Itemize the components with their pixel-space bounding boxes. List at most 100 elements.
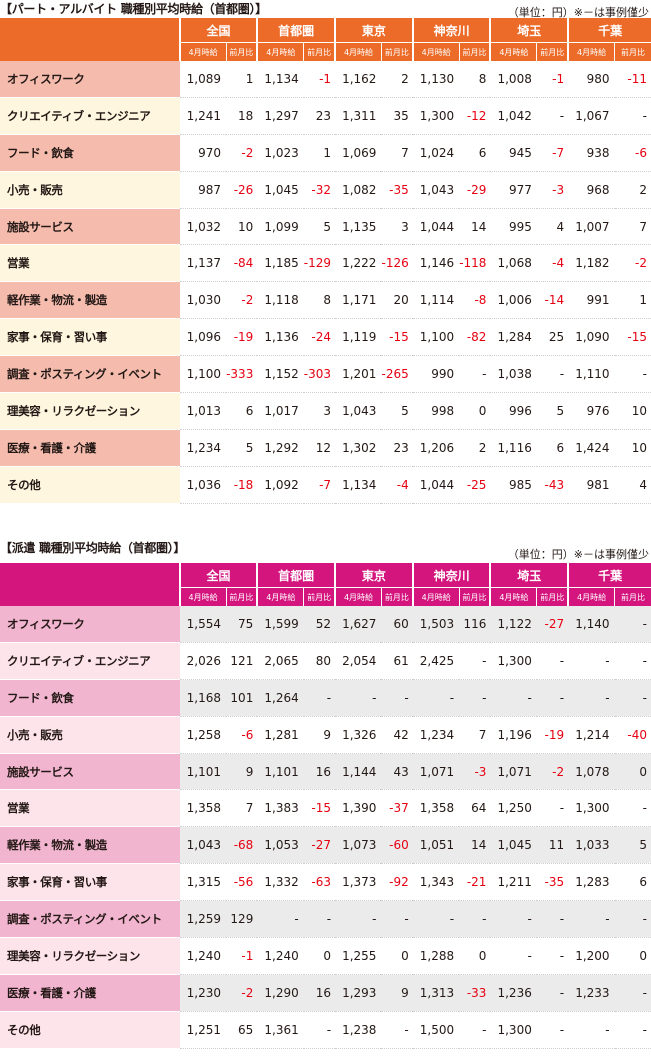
month-diff-cell: 129 [226,900,258,939]
job-category-label: オフィスワーク [0,606,180,643]
hourly-wage-cell: 1,250 [490,789,537,828]
col-header-hourly: 4月時給 [256,42,304,61]
hourly-wage-cell: 1,251 [179,1011,227,1049]
month-diff-cell: 25 [536,318,569,357]
month-diff-cell: 6 [614,863,651,902]
month-diff-cell: 35 [381,97,413,135]
table-row: フード・飲食 1,168 101 1,264- - - - - - - - - [0,679,651,717]
hourly-wage-cell: 1,281 [257,716,304,754]
month-diff-cell: - [614,974,651,1012]
month-diff-cell: 9 [226,753,258,791]
month-diff-cell: 5 [226,429,258,467]
month-diff-cell: -3 [459,753,491,791]
col-header-diff: 前月比 [458,42,491,61]
hourly-wage-cell: 1,627 [335,606,382,643]
hourly-wage-cell: - [568,642,615,680]
table-row: 理美容・リラクゼーション 1,240 -1 1,240 0 1,255 0 1,288 0- -1… [0,937,651,975]
month-diff-cell: - [381,679,413,717]
job-category-label: 医療・看護・介護 [0,974,180,1012]
job-category-label: フード・飲食 [0,679,180,717]
hourly-wage-cell: - [412,900,460,939]
month-diff-cell: -15 [381,318,413,357]
month-diff-cell: 6 [459,134,491,172]
month-diff-cell: - [536,679,569,717]
month-diff-cell: -27 [303,826,336,865]
hourly-wage-cell: 1,200 [568,937,615,975]
table-row: 小売・販売 987 -26 1,045 -32 1,082 -35 1,043 -29 977 -3… [0,171,651,209]
hourly-wage-cell: 1,069 [335,134,382,172]
table-row: 理美容・リラクゼーション 1,013 6 1,017 3 1,043 5 998 0 996 5 97… [0,392,651,430]
job-category-label: クリエイティブ・エンジニア [0,642,180,680]
month-diff-cell: -56 [226,863,258,902]
job-category-label: その他 [0,1011,180,1049]
hourly-wage-cell: 980 [568,61,615,98]
hourly-wage-cell: 1,599 [257,606,304,643]
month-diff-cell: -6 [614,134,651,172]
hourly-wage-cell: 995 [490,208,537,246]
hourly-wage-cell: 1,122 [490,606,537,643]
col-header-hourly: 4月時給 [178,587,227,606]
table-row: 医療・看護・介護 1,230 -2 1,290 16 1,293 9 1,313 -33 1,23… [0,974,651,1012]
hourly-wage-cell: 1,134 [335,466,382,504]
haken-title-row: 【派遣 職種別平均時給（首都圏）】 （単位：円）※－は事例僅少 [0,539,651,563]
month-diff-cell: -35 [536,863,569,902]
job-category-label: 調査・ポスティング・イベント [0,900,180,939]
hourly-wage-cell: 1,168 [179,679,227,717]
hourly-wage-cell: 1,311 [335,97,382,135]
month-diff-cell: -118 [459,244,491,283]
hourly-wage-cell: 1,326 [335,716,382,754]
month-diff-cell: -33 [459,974,491,1012]
month-diff-cell: 7 [226,789,258,828]
hourly-wage-cell: 970 [179,134,227,172]
month-diff-cell: -29 [459,171,491,209]
job-category-label: 施設サービス [0,753,180,791]
hourly-wage-cell: - [412,679,460,717]
month-diff-cell: -19 [536,716,569,754]
month-diff-cell: - [614,355,651,394]
month-diff-cell: 64 [459,789,491,828]
month-diff-cell: - [303,679,336,717]
month-diff-cell: -37 [381,789,413,828]
table-row: 医療・看護・介護 1,234 5 1,292 12 1,302 23 1,206 2 1,116 6… [0,429,651,467]
part-title-row: 【パート・アルバイト 職種別平均時給（首都圏）】 （単位：円）※－は事例僅少 [0,0,651,19]
hourly-wage-cell: 1,044 [412,466,460,504]
month-diff-cell: 5 [381,392,413,430]
hourly-wage-cell: 1,383 [257,789,304,828]
hourly-wage-cell: 1,162 [335,61,382,98]
table-row: 軽作業・物流・製造 1,030 -2 1,118 8 1,171 20 1,114 -8 1,00… [0,281,651,320]
month-diff-cell: 5 [536,392,569,430]
hourly-wage-cell: 1,007 [568,208,615,246]
hourly-wage-cell: 1,067 [568,97,615,135]
col-header-diff: 前月比 [536,587,569,606]
hourly-wage-cell: - [568,900,615,939]
hourly-wage-cell: 1,024 [412,134,460,172]
col-header-hourly: 4月時給 [178,42,227,61]
hourly-wage-cell: 987 [179,171,227,209]
region-header: 千葉 [567,563,651,588]
hourly-wage-cell: 985 [490,466,537,504]
header-corner [0,563,180,606]
hourly-wage-cell: 1,214 [568,716,615,754]
hourly-wage-cell: 1,100 [179,355,227,394]
hourly-wage-cell: 1,233 [568,974,615,1012]
month-diff-cell: -14 [536,281,569,320]
part-time-section: 【パート・アルバイト 職種別平均時給（首都圏）】 （単位：円）※－は事例僅少 全… [0,0,651,504]
month-diff-cell: 0 [459,392,491,430]
month-diff-cell: 43 [381,753,413,791]
hourly-wage-cell: 1,008 [490,61,537,98]
hourly-wage-cell: 1,315 [179,863,227,902]
hourly-wage-cell: 1,137 [179,244,227,283]
col-header-diff: 前月比 [614,587,651,606]
hourly-wage-cell: 938 [568,134,615,172]
month-diff-cell: 18 [226,97,258,135]
col-header-diff: 前月比 [536,42,569,61]
month-diff-cell: 2 [381,61,413,98]
hourly-wage-cell: 976 [568,392,615,430]
month-diff-cell: 10 [614,429,651,467]
col-header-diff: 前月比 [458,587,491,606]
col-header-hourly: 4月時給 [334,587,382,606]
month-diff-cell: -92 [381,863,413,902]
col-header-diff: 前月比 [303,587,336,606]
region-header: 東京 [334,18,413,43]
region-header: 埼玉 [489,18,569,43]
